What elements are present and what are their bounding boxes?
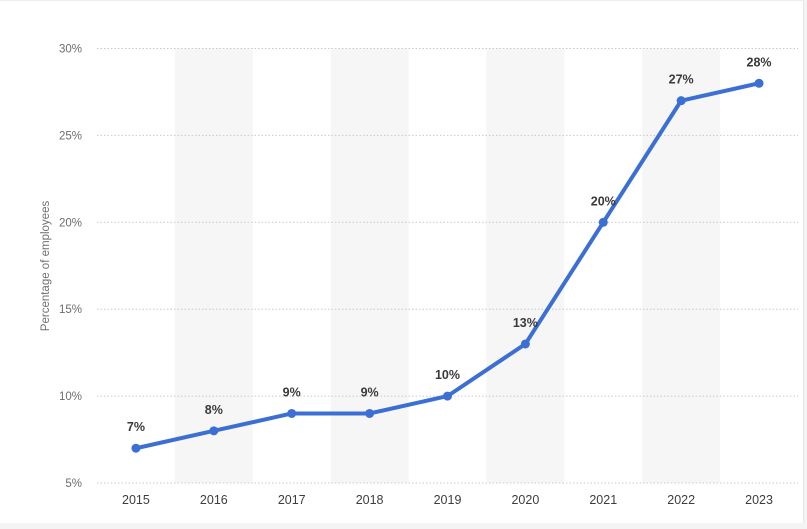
x-tick-label: 2023 xyxy=(745,493,773,507)
y-tick-label: 15% xyxy=(59,304,82,316)
data-point[interactable] xyxy=(520,339,530,349)
data-label: 20% xyxy=(591,194,616,208)
x-tick-label: 2015 xyxy=(122,493,150,507)
data-label: 9% xyxy=(361,385,379,399)
data-label: 27% xyxy=(669,73,694,87)
column-band xyxy=(174,48,253,483)
column-band xyxy=(486,48,565,483)
x-tick-label: 2020 xyxy=(511,493,539,507)
x-tick-label: 2021 xyxy=(589,493,617,507)
y-axis-ticks: 5% 10% 15% 20% 25% 30% xyxy=(59,44,82,491)
column-bands xyxy=(174,48,721,483)
data-point[interactable] xyxy=(287,408,297,418)
x-tick-label: 2022 xyxy=(667,493,695,507)
data-label: 9% xyxy=(283,385,301,399)
data-label: 10% xyxy=(435,368,460,382)
y-tick-label: 5% xyxy=(65,478,82,490)
data-label: 13% xyxy=(513,316,538,330)
y-tick-label: 25% xyxy=(59,130,82,142)
data-point[interactable] xyxy=(598,217,608,227)
x-tick-label: 2016 xyxy=(200,493,228,507)
series-line-group xyxy=(131,78,764,453)
data-label: 8% xyxy=(205,403,223,417)
data-label: 7% xyxy=(127,420,145,434)
data-point[interactable] xyxy=(676,96,686,106)
x-axis-ticks: 2015 2016 2017 2018 2019 2020 2021 2022 2023 xyxy=(122,493,773,507)
y-tick-label: 30% xyxy=(59,44,82,56)
data-point[interactable] xyxy=(365,408,375,418)
data-point[interactable] xyxy=(209,426,219,436)
column-band xyxy=(642,48,721,483)
data-point[interactable] xyxy=(443,391,452,401)
data-labels: 7% 8% 9% 9% 10% 13% 20% 27% 28% xyxy=(127,55,772,434)
y-tick-label: 10% xyxy=(59,391,82,403)
data-point[interactable] xyxy=(131,443,141,453)
y-axis-title: Percentage of employees xyxy=(40,201,52,332)
x-tick-label: 2018 xyxy=(356,493,384,507)
x-tick-label: 2019 xyxy=(434,493,462,507)
data-label: 28% xyxy=(747,55,772,69)
y-tick-label: 20% xyxy=(59,217,82,229)
data-point[interactable] xyxy=(754,78,764,88)
x-tick-label: 2017 xyxy=(278,493,306,507)
